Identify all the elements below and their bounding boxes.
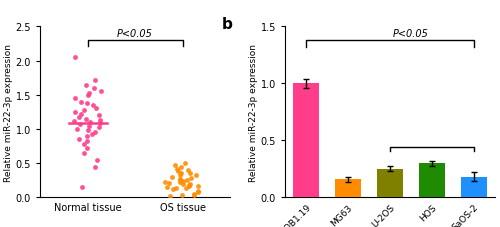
Point bbox=[170, 188, 177, 191]
Point bbox=[76, 123, 84, 126]
Point bbox=[73, 128, 81, 131]
Point bbox=[78, 185, 86, 189]
Point bbox=[80, 151, 88, 155]
Point bbox=[186, 177, 194, 180]
Bar bbox=[462, 177, 486, 197]
Point bbox=[90, 87, 98, 90]
Point bbox=[190, 194, 198, 197]
Point bbox=[84, 92, 92, 96]
Point bbox=[168, 175, 175, 179]
Point bbox=[70, 119, 78, 123]
Point bbox=[80, 109, 88, 112]
Point bbox=[176, 173, 184, 177]
Point bbox=[82, 117, 90, 121]
Point bbox=[91, 165, 99, 169]
Bar bbox=[420, 163, 444, 197]
Point bbox=[180, 179, 188, 183]
Point bbox=[185, 185, 193, 188]
Point bbox=[84, 94, 92, 97]
Point bbox=[95, 114, 103, 118]
Point bbox=[85, 124, 93, 128]
Point bbox=[76, 115, 84, 119]
Point bbox=[84, 129, 92, 133]
Point bbox=[71, 111, 79, 114]
Text: P<0.05: P<0.05 bbox=[393, 29, 429, 39]
Point bbox=[93, 158, 101, 162]
Point bbox=[75, 138, 83, 141]
Point bbox=[72, 56, 80, 60]
Point bbox=[171, 163, 179, 167]
Bar bbox=[336, 179, 360, 197]
Point bbox=[86, 121, 94, 124]
Point bbox=[185, 183, 193, 187]
Point bbox=[177, 166, 185, 169]
Point bbox=[83, 147, 91, 150]
Point bbox=[177, 171, 185, 175]
Point bbox=[77, 100, 85, 104]
Point bbox=[172, 186, 180, 190]
Point bbox=[82, 83, 90, 87]
Point bbox=[80, 143, 88, 146]
Point bbox=[96, 122, 104, 126]
Point bbox=[186, 182, 194, 186]
Y-axis label: Relative miR-22-3p expression: Relative miR-22-3p expression bbox=[249, 44, 258, 181]
Bar bbox=[294, 84, 318, 197]
Point bbox=[176, 177, 184, 181]
Bar bbox=[378, 169, 402, 197]
Point bbox=[190, 192, 198, 196]
Point bbox=[180, 183, 188, 186]
Text: b: b bbox=[222, 17, 233, 32]
Point bbox=[92, 79, 100, 82]
Point bbox=[84, 102, 92, 105]
Point bbox=[166, 194, 174, 198]
Point bbox=[162, 181, 170, 184]
Point bbox=[176, 178, 184, 182]
Point bbox=[186, 172, 194, 175]
Point bbox=[90, 131, 98, 135]
Point bbox=[181, 162, 189, 165]
Point bbox=[174, 170, 182, 173]
Point bbox=[194, 184, 202, 188]
Point bbox=[95, 126, 103, 129]
Text: P<0.05: P<0.05 bbox=[117, 29, 153, 39]
Point bbox=[178, 193, 186, 197]
Point bbox=[72, 97, 80, 101]
Point bbox=[83, 140, 91, 143]
Point bbox=[194, 189, 202, 192]
Point bbox=[184, 168, 192, 172]
Point bbox=[97, 90, 105, 94]
Point bbox=[96, 119, 104, 122]
Point bbox=[192, 174, 200, 178]
Point bbox=[183, 179, 191, 182]
Y-axis label: Relative miR-22-3p expression: Relative miR-22-3p expression bbox=[4, 44, 13, 181]
Point bbox=[82, 134, 90, 138]
Point bbox=[176, 180, 184, 184]
Point bbox=[194, 190, 202, 194]
Point bbox=[182, 187, 190, 190]
Point bbox=[163, 185, 171, 189]
Point bbox=[78, 113, 86, 116]
Point bbox=[88, 104, 96, 107]
Point bbox=[174, 167, 182, 171]
Point bbox=[164, 181, 172, 185]
Point bbox=[92, 107, 100, 111]
Point bbox=[88, 132, 96, 136]
